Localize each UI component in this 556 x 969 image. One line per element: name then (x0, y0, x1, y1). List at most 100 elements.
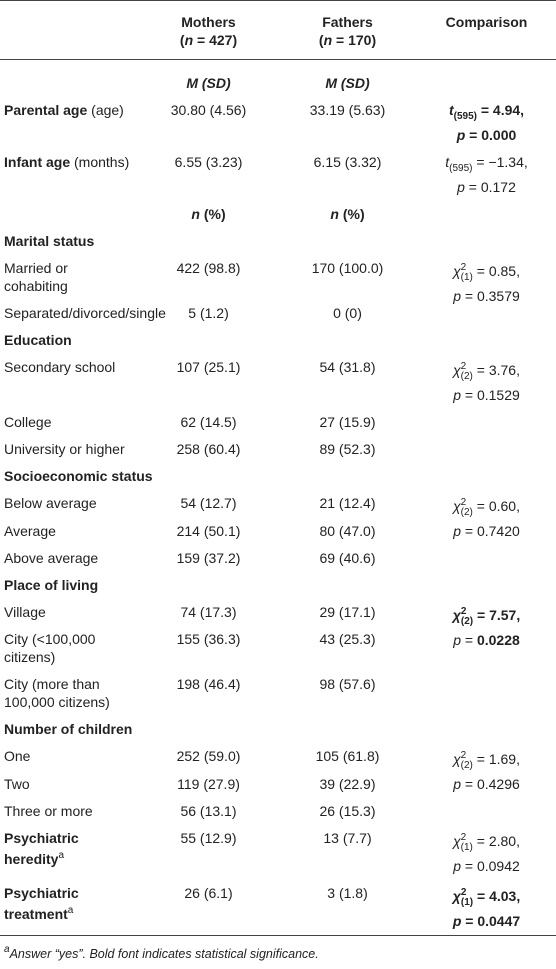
mothers-cell: 74 (17.3) (139, 599, 278, 626)
mothers-cell: n (%) (139, 201, 278, 228)
comparison-cell: χ2(1) = 4.03, p = 0.0447 (417, 880, 556, 936)
text-line: 43 (25.3) (284, 630, 411, 648)
text-line: 170 (100.0) (284, 259, 411, 277)
text-line: t(595) = −1.34, (423, 153, 550, 178)
text-run: (age) (87, 102, 124, 118)
text-run: Married or cohabiting (4, 260, 68, 294)
text-run: = 0.4296 (461, 776, 520, 792)
text-run: 27 (15.9) (319, 414, 376, 430)
fathers-cell: 43 (25.3) (278, 626, 417, 671)
text-run: p (453, 858, 461, 874)
section-row: Socioeconomic status (0, 463, 556, 490)
text-line: p = 0.4296 (423, 775, 550, 793)
text-line: 6.15 (3.32) (284, 153, 411, 171)
text-run: (2) (460, 371, 473, 382)
table-row: Psychiatric treatmenta 26 (6.1) 3 (1.8) χ2(… (0, 880, 556, 936)
text-run: (595) (449, 163, 473, 174)
header-cell (0, 1, 139, 60)
row-label: Number of children (0, 716, 556, 743)
text-run: Above average (4, 550, 99, 566)
row-label: Parental age (age) (0, 97, 139, 149)
table-row: Infant age (months) 6.55 (3.23) 6.15 (3.32… (0, 149, 556, 201)
text-run: 26 (6.1) (184, 885, 233, 901)
row-label: Infant age (months) (0, 149, 139, 201)
text-line: Marital status (4, 232, 550, 250)
fathers-cell: 54 (31.8) (278, 354, 417, 409)
text-line: 74 (17.3) (145, 603, 272, 621)
text-line: 6.55 (3.23) (145, 153, 272, 171)
text-line: 98 (57.6) (284, 675, 411, 693)
text-run: 26 (15.3) (319, 803, 376, 819)
text-line: College (4, 413, 133, 431)
text-run: 55 (12.9) (180, 830, 237, 846)
text-run: = 0.1529 (461, 387, 520, 403)
text-run: (2) (460, 760, 473, 771)
text-line: 54 (12.7) (145, 494, 272, 512)
text-run: 6.15 (3.32) (313, 154, 382, 170)
text-run: (595) (453, 111, 477, 122)
text-run: City (more than 100,000 citizens) (4, 676, 110, 710)
data-table: Mothers (n = 427) Fathers (n = 170) Comparis… (0, 0, 556, 936)
text-run: p (453, 523, 461, 539)
text-line: Secondary school (4, 358, 133, 376)
comparison-cell: t(595) = 4.94, p = 0.000 (417, 97, 556, 149)
fathers-cell: 27 (15.9) (278, 409, 417, 436)
comparison-cell (417, 436, 556, 463)
comparison-cell (417, 409, 556, 436)
mothers-cell: 107 (25.1) (139, 354, 278, 409)
text-line: p = 0.0228 (423, 631, 550, 649)
text-run: (%) (199, 206, 226, 222)
comparison-cell (417, 671, 556, 716)
text-run: 3 (1.8) (327, 885, 368, 901)
text-line: 252 (59.0) (145, 747, 272, 765)
text-run: p (453, 288, 461, 304)
text-line: Place of living (4, 576, 550, 594)
fathers-cell: 21 (12.4) (278, 490, 417, 518)
text-line: 105 (61.8) (284, 747, 411, 765)
text-run: Psychiatric treatment (4, 885, 79, 922)
section-row: Marital status (0, 228, 556, 255)
mothers-cell: M (SD) (139, 60, 278, 98)
text-line: Married or cohabiting (4, 259, 133, 295)
text-line: City (<100,000 citizens) (4, 630, 133, 666)
text-line: Socioeconomic status (4, 467, 550, 485)
header-cell: Fathers (n = 170) (278, 1, 417, 60)
header-cell: Mothers (n = 427) (139, 1, 278, 60)
table-row: University or higher 258 (60.4) 89 (52.3) (0, 436, 556, 463)
text-run: Two (4, 775, 30, 792)
text-run: Infant age (4, 154, 71, 170)
text-run: Socioeconomic status (4, 468, 153, 484)
text-run: (1) (460, 272, 473, 283)
fathers-cell: 80 (47.0) (278, 518, 417, 546)
row-label: Marital status (0, 228, 556, 255)
section-row: Education (0, 327, 556, 354)
text-line: (n = 427) (145, 31, 272, 49)
text-line: χ2(2) = 7.57, (452, 606, 521, 627)
table-row: Three or more 56 (13.1) 26 (15.3) (0, 798, 556, 825)
mothers-cell: 55 (12.9) (139, 825, 278, 880)
text-run: 155 (36.3) (176, 631, 241, 647)
text-line: Below average (4, 494, 133, 512)
footnote: aAnswer “yes”. Bold font indicates stati… (0, 936, 556, 969)
row-label: University or higher (0, 436, 139, 463)
text-line: One (4, 747, 133, 765)
fathers-cell: 6.15 (3.32) (278, 149, 417, 201)
text-run: χ (453, 498, 461, 514)
section-row: Number of children (0, 716, 556, 743)
text-line: Mothers (145, 13, 272, 31)
text-run: Psychiatric heredity (4, 830, 79, 867)
text-run: = 0.000 (465, 127, 517, 143)
text-line: Parental age (age) (4, 101, 133, 119)
fathers-cell: 13 (7.7) (278, 825, 417, 880)
text-run: 54 (31.8) (319, 359, 376, 375)
text-run: 39 (22.9) (319, 775, 376, 792)
text-line: Education (4, 331, 550, 349)
row-label: Below average (0, 490, 139, 518)
text-line: t(595) = 4.94, (423, 101, 550, 126)
table-row: Village 74 (17.3) 29 (17.1) χ2(2) = 7.57, p … (0, 599, 556, 648)
text-run: = 170) (332, 32, 377, 48)
mothers-cell: 5 (1.2) (139, 300, 278, 327)
text-run: M (SD) (186, 75, 231, 91)
table-row: Above average 159 (37.2) 69 (40.6) (0, 545, 556, 572)
fathers-cell: 98 (57.6) (278, 671, 417, 716)
